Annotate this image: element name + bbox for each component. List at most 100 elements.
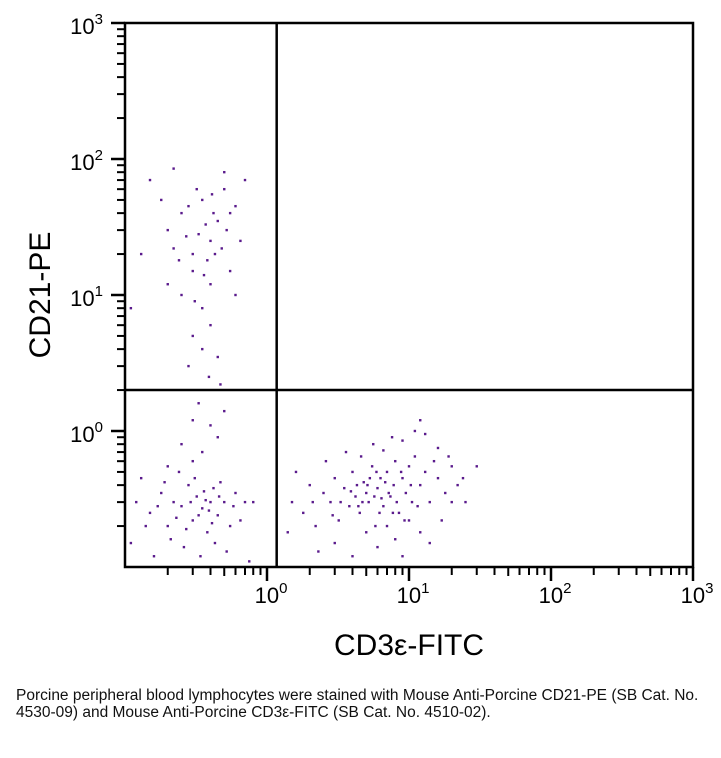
data-point — [166, 524, 169, 528]
data-point — [219, 481, 222, 484]
data-point — [344, 450, 348, 454]
data-point — [172, 167, 175, 170]
data-point — [450, 465, 453, 468]
data-point — [428, 500, 431, 504]
data-point — [436, 446, 440, 450]
data-point — [366, 483, 369, 487]
data-point — [223, 170, 226, 174]
data-point — [201, 507, 204, 510]
data-point — [180, 442, 183, 446]
data-point — [375, 470, 378, 474]
data-point — [180, 504, 183, 508]
plot-frame — [123, 21, 695, 569]
data-points — [129, 167, 478, 563]
data-point — [152, 555, 156, 558]
data-point — [404, 491, 408, 495]
data-point — [209, 500, 212, 504]
data-point — [228, 269, 232, 273]
data-point — [243, 500, 247, 504]
data-point — [220, 247, 223, 250]
data-point — [413, 429, 417, 433]
data-point — [213, 541, 217, 545]
data-point — [213, 252, 217, 256]
data-point — [243, 178, 247, 182]
data-point — [416, 504, 419, 508]
data-point — [362, 481, 365, 484]
data-point — [195, 187, 198, 191]
data-point — [302, 511, 305, 515]
data-point — [177, 259, 181, 262]
data-point — [212, 486, 215, 490]
data-point — [129, 541, 133, 545]
data-point — [355, 483, 359, 487]
data-point — [333, 476, 336, 480]
data-point — [399, 470, 403, 474]
data-point — [216, 514, 219, 517]
data-point — [223, 409, 226, 413]
data-point — [378, 511, 381, 515]
data-point — [187, 364, 190, 368]
data-point — [450, 500, 453, 504]
data-point — [209, 323, 212, 327]
data-point — [409, 483, 413, 487]
data-point — [343, 486, 346, 490]
data-point — [209, 424, 212, 427]
data-point — [201, 450, 204, 454]
data-point — [204, 223, 207, 226]
data-point — [195, 495, 198, 498]
data-point — [148, 511, 152, 515]
data-point — [286, 531, 289, 534]
flow-cytometry-scatter-plot: 100 101 102 103 100 101 102 103 CD3ε-FITC CD21… — [24, 11, 714, 662]
data-point — [228, 524, 232, 528]
data-point — [359, 455, 363, 458]
data-point — [189, 500, 192, 504]
data-point — [308, 483, 311, 487]
data-point — [390, 436, 394, 439]
data-point — [216, 355, 219, 359]
x-tick-label: 103 — [681, 580, 714, 608]
data-point — [387, 491, 390, 495]
data-point — [394, 459, 397, 463]
data-point — [311, 500, 314, 504]
data-point — [447, 455, 450, 458]
data-point — [191, 459, 194, 463]
data-point — [351, 555, 354, 558]
data-point — [225, 228, 228, 232]
data-point — [368, 476, 372, 480]
data-point — [202, 490, 206, 493]
data-point — [166, 228, 169, 232]
data-point — [317, 550, 320, 553]
data-point — [382, 449, 385, 452]
data-point — [210, 521, 214, 525]
data-point — [436, 476, 440, 480]
data-point — [166, 283, 169, 286]
data-point — [373, 495, 376, 498]
data-point — [129, 306, 133, 310]
data-point — [440, 519, 443, 522]
data-point — [324, 459, 328, 463]
data-point — [219, 383, 222, 386]
data-point — [201, 306, 204, 310]
data-point — [217, 495, 221, 498]
data-point — [207, 375, 211, 379]
data-point — [223, 187, 226, 191]
data-point — [401, 555, 404, 558]
data-point — [187, 204, 190, 208]
x-tick-label: 102 — [539, 580, 572, 608]
data-point — [475, 465, 478, 468]
data-point — [348, 504, 351, 508]
data-point — [248, 560, 251, 563]
x-axis-label: CD3ε-FITC — [334, 629, 484, 662]
data-point — [191, 269, 194, 273]
data-point — [202, 273, 206, 277]
data-point — [401, 439, 404, 442]
data-point — [234, 293, 237, 297]
data-point — [374, 524, 377, 528]
data-point — [206, 531, 209, 534]
data-point — [333, 541, 336, 545]
data-point — [185, 527, 188, 531]
data-point — [391, 511, 395, 515]
data-point — [403, 519, 406, 522]
data-point — [160, 491, 163, 495]
data-point — [394, 538, 397, 541]
